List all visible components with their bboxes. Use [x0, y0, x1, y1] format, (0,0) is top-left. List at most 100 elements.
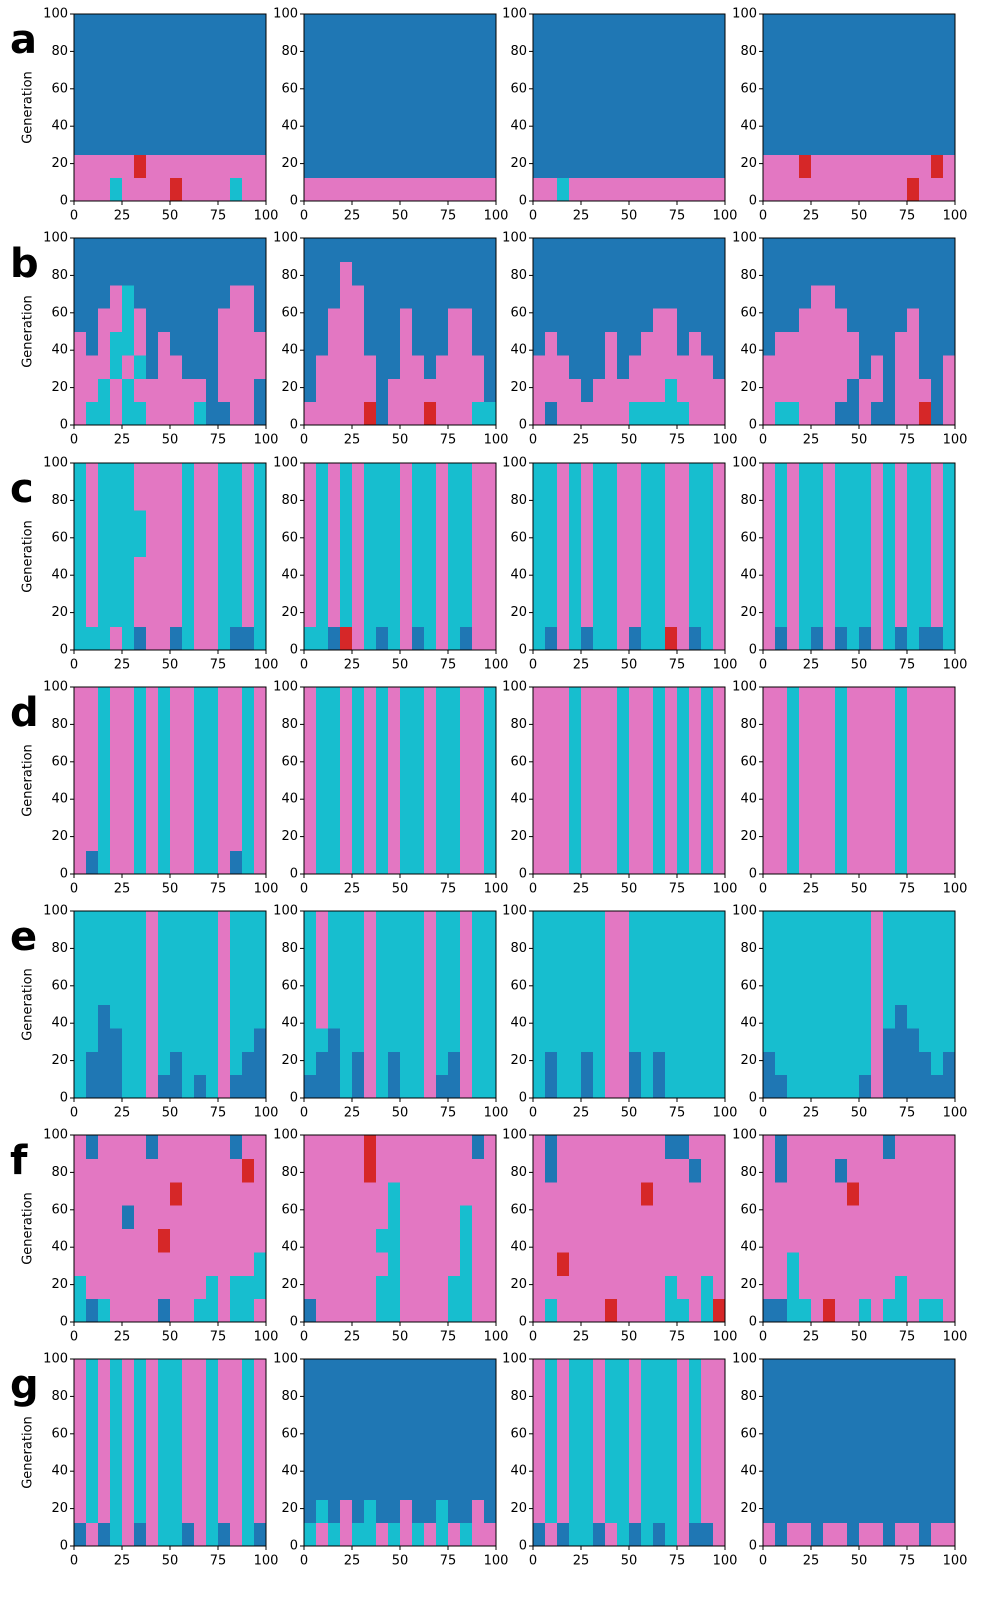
cell: [871, 1406, 884, 1430]
cell: [895, 285, 908, 309]
cell: [931, 463, 944, 487]
cell: [629, 1523, 642, 1547]
cell: [883, 108, 896, 132]
cell: [895, 557, 908, 581]
cell: [629, 14, 642, 38]
cell: [424, 1382, 437, 1406]
cell: [787, 533, 800, 557]
cell: [316, 1205, 329, 1229]
cell: [352, 1005, 365, 1029]
cell: [230, 557, 243, 581]
cell: [424, 238, 437, 262]
row: b0255075100020406080100Generation0255075…: [10, 231, 967, 448]
cell: [218, 1476, 231, 1500]
cell: [617, 238, 630, 262]
x-tick-label: 0: [529, 1330, 537, 1345]
cell: [859, 108, 872, 132]
cell: [328, 1252, 341, 1276]
cell: [218, 580, 231, 604]
cell: [641, 1275, 654, 1299]
cell: [352, 1406, 365, 1430]
cell: [775, 827, 788, 851]
cell: [484, 827, 497, 851]
cell: [194, 402, 207, 426]
cell: [569, 1075, 582, 1099]
cell: [617, 61, 630, 85]
cell: [194, 804, 207, 828]
cell: [472, 332, 485, 356]
cell: [617, 108, 630, 132]
cell: [775, 154, 788, 178]
cell: [931, 14, 944, 38]
cell: [593, 1005, 606, 1029]
cell: [400, 1075, 413, 1099]
x-tick-label: 100: [254, 882, 279, 897]
cell: [557, 402, 570, 426]
x-tick-label: 75: [440, 1106, 457, 1121]
cell: [448, 627, 461, 651]
cell: [218, 486, 231, 510]
cell: [86, 1205, 99, 1229]
cell: [931, 1229, 944, 1253]
cell: [895, 851, 908, 875]
cell: [811, 261, 824, 285]
cell: [605, 710, 618, 734]
cell: [545, 1075, 558, 1099]
cell: [533, 1382, 546, 1406]
panel: 0255075100020406080100Generation: [21, 7, 279, 224]
cell: [569, 734, 582, 758]
cell: [242, 1028, 255, 1052]
cell: [701, 154, 714, 178]
cell: [86, 1299, 99, 1323]
cell: [436, 781, 449, 805]
cell: [701, 981, 714, 1005]
x-tick-label: 25: [803, 658, 820, 673]
cell: [436, 911, 449, 935]
cell: [436, 1051, 449, 1075]
cell: [122, 627, 135, 651]
cell: [388, 804, 401, 828]
y-tick-label: 60: [51, 530, 68, 545]
cell: [895, 14, 908, 38]
cell: [629, 108, 642, 132]
cell: [304, 1499, 317, 1523]
cell: [847, 463, 860, 487]
cell: [883, 154, 896, 178]
cell: [98, 510, 111, 534]
cell: [86, 355, 99, 379]
cell: [460, 687, 473, 711]
cell: [775, 1382, 788, 1406]
cell: [484, 851, 497, 875]
cell: [787, 1429, 800, 1453]
cell: [376, 285, 389, 309]
cell: [448, 603, 461, 627]
cell: [871, 261, 884, 285]
cell: [400, 1499, 413, 1523]
cell: [86, 108, 99, 132]
cell: [533, 131, 546, 155]
cell: [328, 958, 341, 982]
cell: [412, 154, 425, 178]
cell: [316, 285, 329, 309]
cell: [134, 1359, 147, 1383]
cell: [86, 510, 99, 534]
cell: [460, 1359, 473, 1383]
cell: [218, 1499, 231, 1523]
cell: [158, 1453, 171, 1477]
cell: [388, 603, 401, 627]
cell: [533, 851, 546, 875]
cell: [677, 37, 690, 61]
cell: [304, 687, 317, 711]
cell: [424, 1051, 437, 1075]
cell: [134, 687, 147, 711]
cell: [364, 958, 377, 982]
cell: [340, 804, 353, 828]
cell: [931, 510, 944, 534]
cell: [859, 958, 872, 982]
cell: [158, 557, 171, 581]
x-tick-label: 0: [70, 658, 78, 673]
cell: [86, 1182, 99, 1206]
y-tick-label: 40: [510, 119, 527, 134]
cell: [799, 1182, 812, 1206]
